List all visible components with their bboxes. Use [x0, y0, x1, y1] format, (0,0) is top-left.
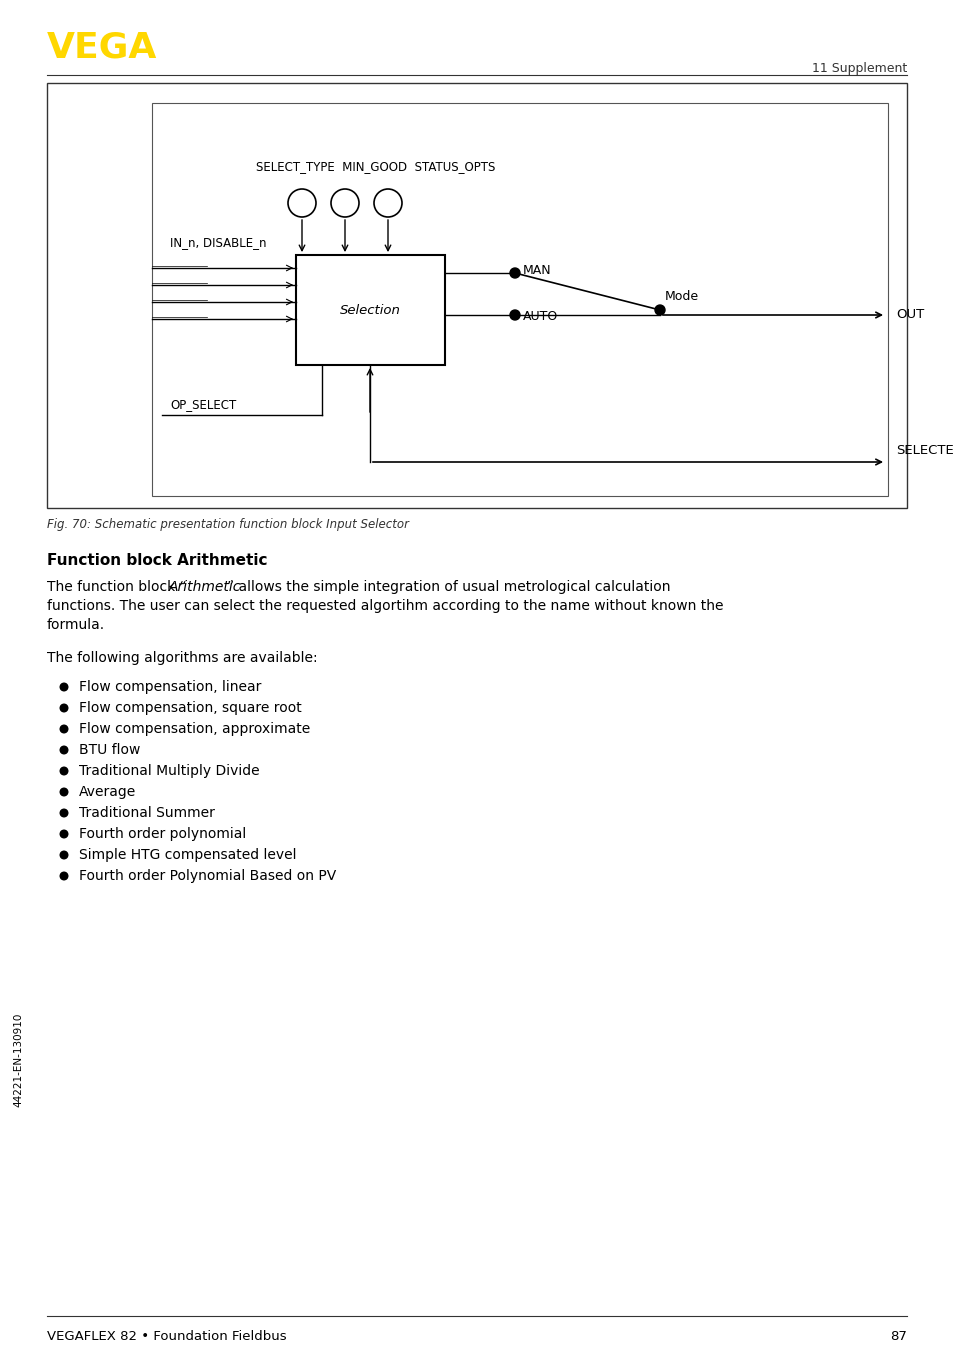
- Text: Fig. 70: Schematic presentation function block Input Selector: Fig. 70: Schematic presentation function…: [47, 519, 409, 531]
- Circle shape: [655, 305, 664, 315]
- Text: 44221-EN-130910: 44221-EN-130910: [13, 1013, 23, 1108]
- Circle shape: [60, 704, 68, 712]
- Text: Arithmetic: Arithmetic: [169, 580, 241, 594]
- Text: Fourth order polynomial: Fourth order polynomial: [79, 827, 246, 841]
- Text: VEGAFLEX 82 • Foundation Fieldbus: VEGAFLEX 82 • Foundation Fieldbus: [47, 1330, 286, 1343]
- Text: formula.: formula.: [47, 617, 105, 632]
- Circle shape: [60, 872, 68, 880]
- Circle shape: [374, 190, 401, 217]
- Circle shape: [288, 190, 315, 217]
- Text: Mode: Mode: [664, 290, 699, 303]
- Circle shape: [331, 190, 358, 217]
- Text: SELECTED: SELECTED: [895, 444, 953, 458]
- Text: Flow compensation, square root: Flow compensation, square root: [79, 701, 301, 715]
- Text: VEGA: VEGA: [47, 30, 157, 64]
- Text: Selection: Selection: [339, 303, 400, 317]
- Circle shape: [60, 830, 68, 838]
- Text: AUTO: AUTO: [522, 310, 558, 324]
- Text: Function block Arithmetic: Function block Arithmetic: [47, 552, 267, 567]
- Text: 11 Supplement: 11 Supplement: [811, 62, 906, 74]
- Bar: [152, 103, 887, 496]
- Circle shape: [60, 810, 68, 816]
- Circle shape: [60, 726, 68, 733]
- Circle shape: [510, 268, 519, 278]
- Text: OP_SELECT: OP_SELECT: [170, 398, 236, 412]
- Circle shape: [60, 684, 68, 691]
- Text: MAN: MAN: [522, 264, 551, 278]
- Bar: [295, 255, 444, 366]
- Text: The function block “: The function block “: [47, 580, 187, 594]
- Text: BTU flow: BTU flow: [79, 743, 140, 757]
- Text: functions. The user can select the requested algortihm according to the name wit: functions. The user can select the reque…: [47, 598, 722, 613]
- Text: Fourth order Polynomial Based on PV: Fourth order Polynomial Based on PV: [79, 869, 335, 883]
- Text: The following algorithms are available:: The following algorithms are available:: [47, 651, 317, 665]
- Bar: [47, 83, 906, 508]
- Text: Traditional Multiply Divide: Traditional Multiply Divide: [79, 764, 259, 779]
- Text: 87: 87: [889, 1330, 906, 1343]
- Text: Average: Average: [79, 785, 136, 799]
- Circle shape: [60, 768, 68, 774]
- Text: Flow compensation, approximate: Flow compensation, approximate: [79, 722, 310, 737]
- Text: Simple HTG compensated level: Simple HTG compensated level: [79, 848, 296, 862]
- Text: OUT: OUT: [895, 309, 923, 321]
- Text: SELECT_TYPE  MIN_GOOD  STATUS_OPTS: SELECT_TYPE MIN_GOOD STATUS_OPTS: [255, 160, 495, 173]
- Text: Traditional Summer: Traditional Summer: [79, 806, 214, 821]
- Text: ” allows the simple integration of usual metrological calculation: ” allows the simple integration of usual…: [227, 580, 670, 594]
- Text: Flow compensation, linear: Flow compensation, linear: [79, 680, 261, 695]
- Text: IN_n, DISABLE_n: IN_n, DISABLE_n: [170, 236, 266, 249]
- Circle shape: [510, 310, 519, 320]
- Circle shape: [60, 746, 68, 754]
- Circle shape: [60, 788, 68, 796]
- Circle shape: [60, 852, 68, 858]
